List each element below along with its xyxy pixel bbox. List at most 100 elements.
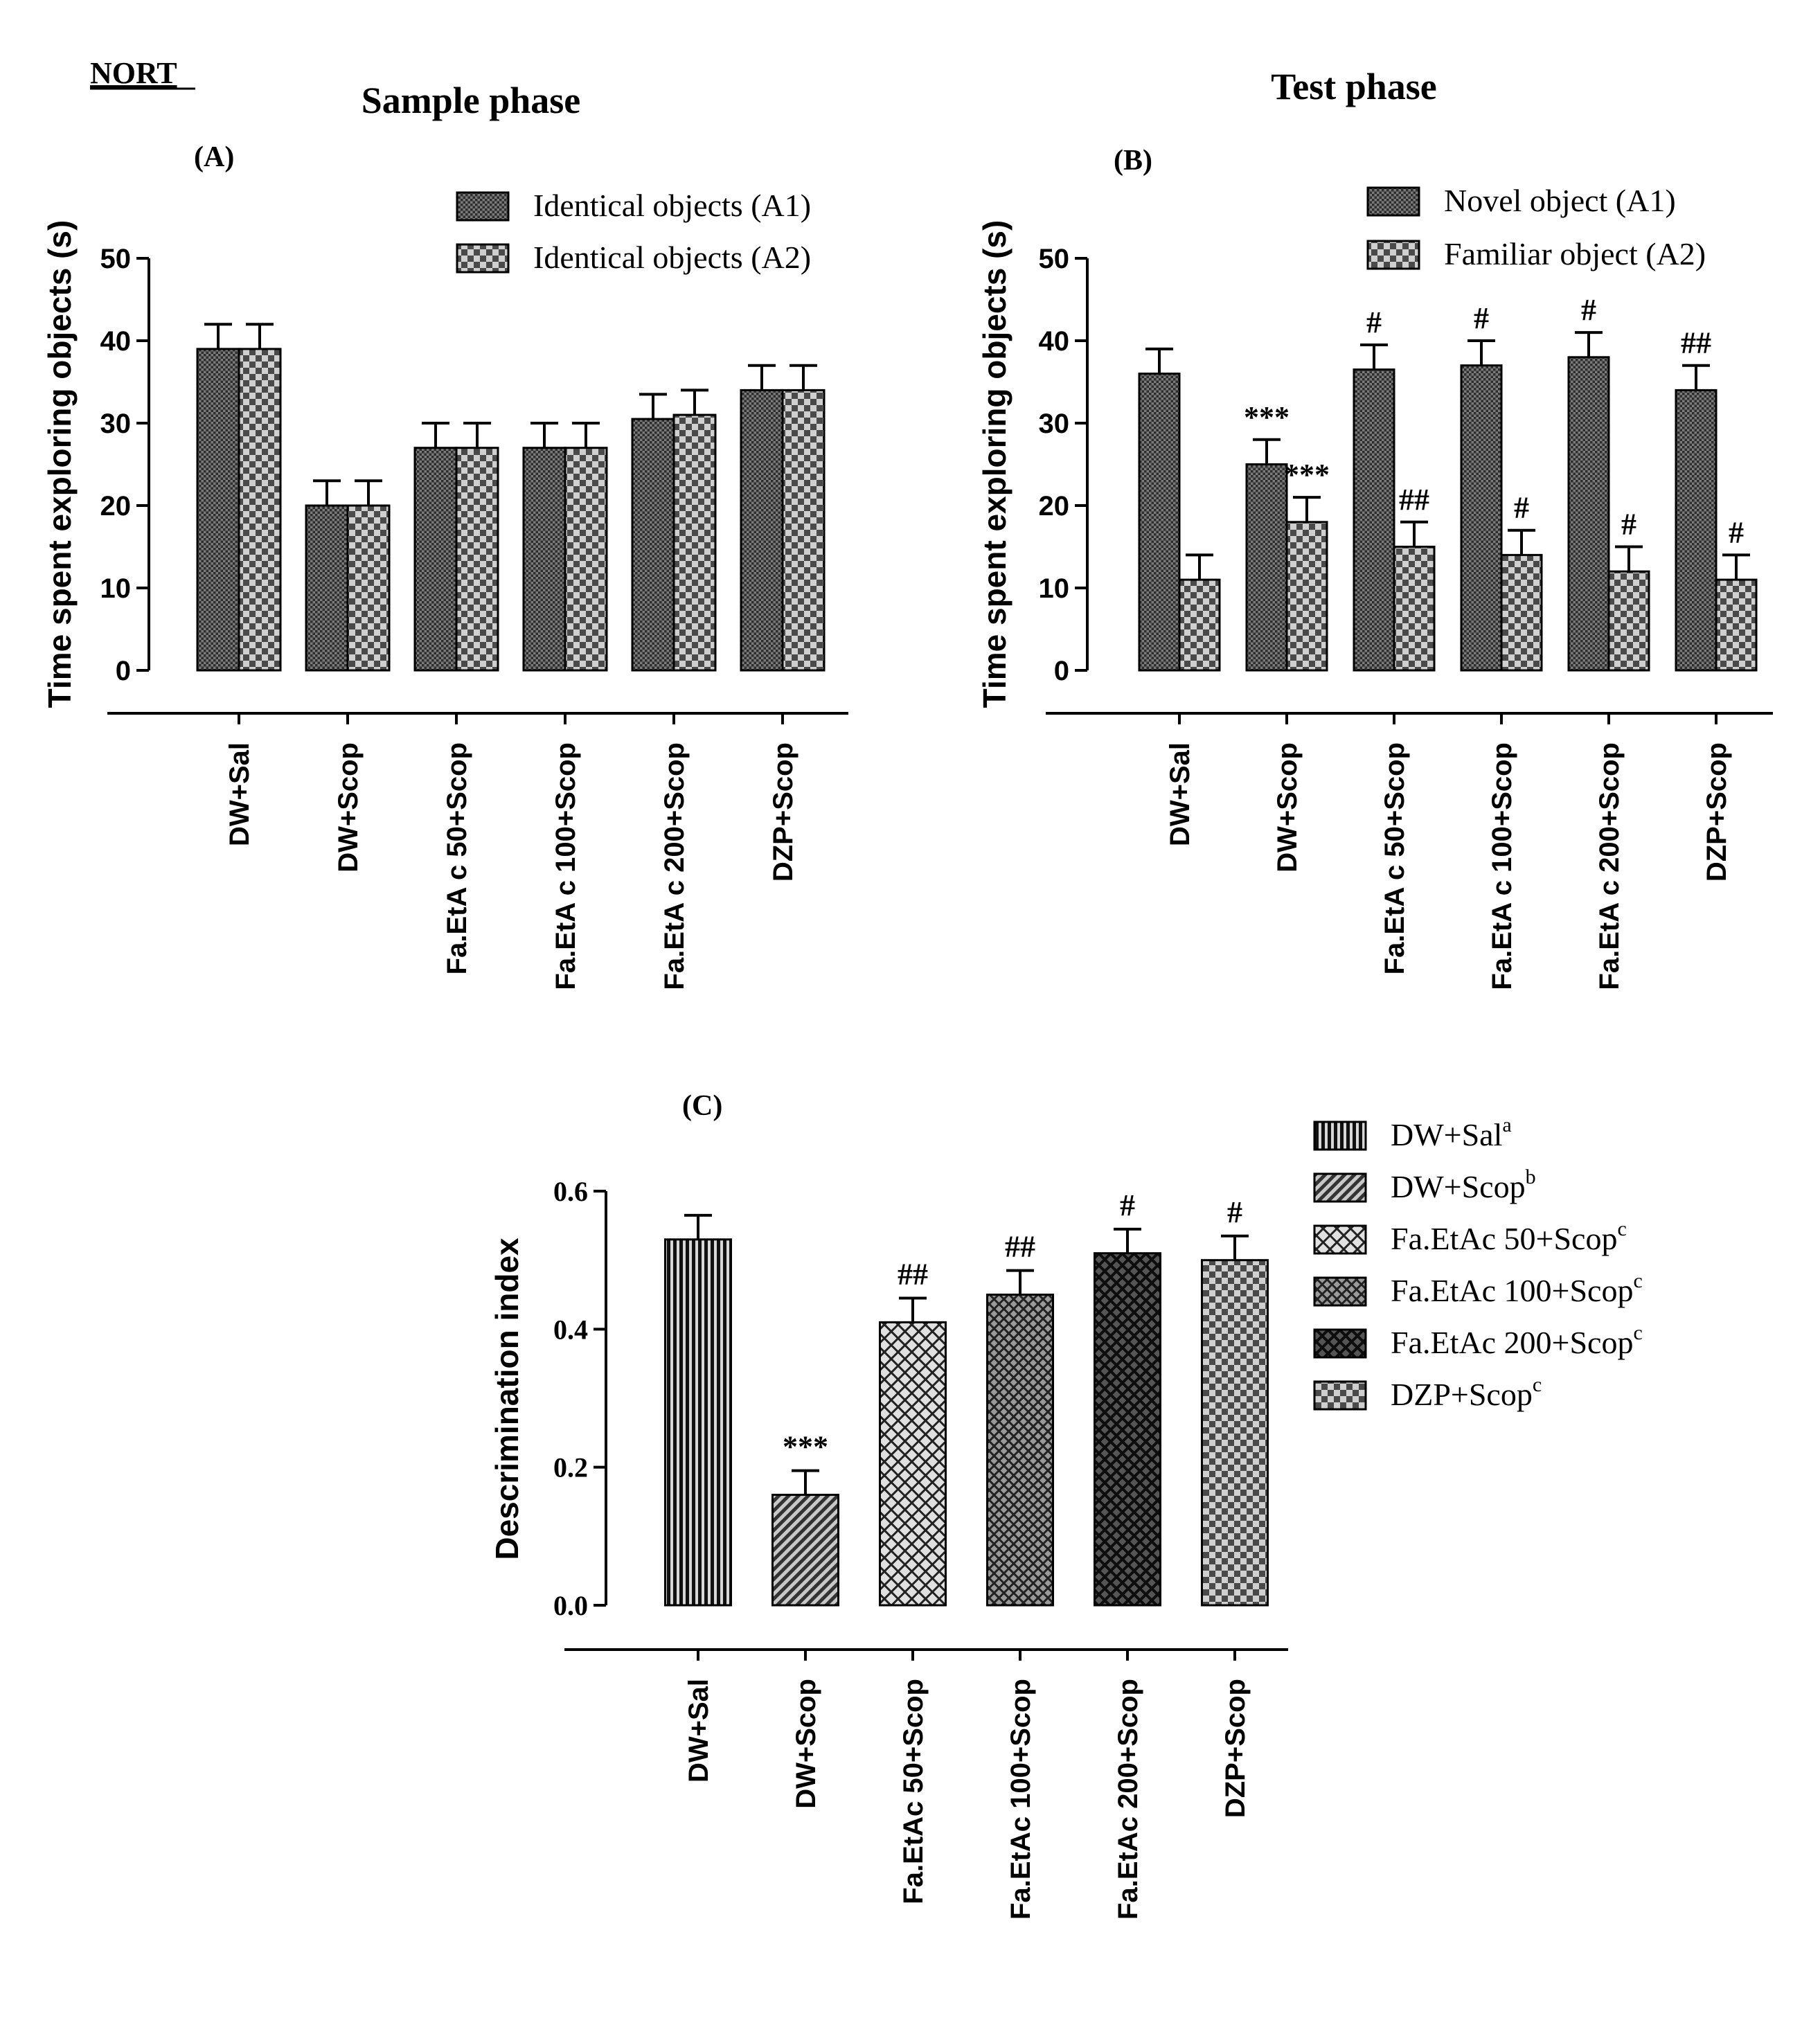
- panel-a-title: Sample phase: [362, 80, 581, 121]
- panel-a-y-tick-label: 50: [100, 244, 132, 274]
- panel-c-y-tick-label: 0.2: [553, 1452, 588, 1483]
- panel-a-bar: [413, 447, 458, 672]
- panel-b-significance-label: ##: [1681, 326, 1711, 360]
- panel-b-y-tick-label: 30: [1039, 409, 1070, 439]
- panel-a-y-tick-label: 0: [116, 656, 131, 686]
- panel-b-bar: [1178, 578, 1221, 672]
- panel-b-bar: [1393, 546, 1436, 672]
- panel-c-legend-swatch: [1313, 1224, 1367, 1255]
- panel-a-x-tick-label: Fa.EtA c 100+Scop: [551, 742, 581, 990]
- panel-c-legend-label: DZP+Scopc: [1391, 1373, 1542, 1412]
- panel-b-legend-label: Novel object (A1): [1444, 183, 1676, 218]
- panel-b-significance-label: ***: [1244, 400, 1290, 434]
- panel-b-bar: [1245, 463, 1288, 672]
- panel-c-legend-swatch: [1313, 1380, 1367, 1411]
- panel-a-x-tick-label: DZP+Scop: [768, 742, 799, 882]
- panel-b-y-tick-label: 0: [1054, 656, 1069, 686]
- panel-b-bar: [1567, 356, 1610, 672]
- panel-b-bar: [1285, 521, 1328, 672]
- panel-c-x-tick-label: DW+Scop: [791, 1679, 821, 1809]
- panel-b-significance-label: #: [1729, 515, 1744, 549]
- panel-b-bar: [1715, 578, 1758, 672]
- panel-c-bar: [771, 1494, 839, 1607]
- panel-a-y-tick-label: 10: [100, 573, 132, 604]
- panel-b-y-tick-label: 50: [1039, 244, 1070, 274]
- panel-a-bar: [522, 447, 566, 672]
- panel-a-bar: [672, 413, 717, 672]
- panel-b-bar: [1675, 389, 1718, 672]
- panel-b-significance-label: #: [1514, 491, 1529, 525]
- panel-c-bar: [664, 1238, 732, 1607]
- panel-b-y-tick-label: 40: [1039, 326, 1070, 357]
- panel-a-y-axis-label: Time spent exploring objects (s): [42, 220, 78, 708]
- panel-b-bar: [1460, 364, 1503, 672]
- panel-a-label: (A): [194, 141, 234, 173]
- panel-b-x-tick-label: Fa.EtA c 50+Scop: [1380, 742, 1410, 974]
- panel-c-significance-label: ##: [1005, 1230, 1035, 1264]
- panel-a-x-tick-label: Fa.EtA c 200+Scop: [659, 742, 690, 990]
- panel-b-bar: [1138, 373, 1181, 672]
- panel-b-x-tick-label: DW+Scop: [1272, 742, 1303, 873]
- panel-c-legend-swatch: [1313, 1120, 1367, 1151]
- panel-a-bar: [564, 447, 608, 672]
- panel-c-y-tick-label: 0.0: [553, 1590, 588, 1621]
- panel-a-y-tick-label: 30: [100, 409, 132, 439]
- panel-b-significance-label: #: [1621, 508, 1636, 542]
- panel-b-legend-label: Familiar object (A2): [1444, 236, 1706, 271]
- panel-c-bar: [1201, 1259, 1269, 1607]
- panel-b-legend-swatch: [1366, 240, 1420, 270]
- panel-a-bar: [631, 418, 675, 672]
- panel-b-significance-label: #: [1581, 293, 1596, 327]
- panel-a-bar: [346, 504, 391, 672]
- panel-b-x-tick-label: DZP+Scop: [1702, 742, 1732, 882]
- panel-b-bar: [1607, 570, 1650, 672]
- panel-a-y-tick-label: 20: [100, 491, 132, 521]
- panel-b-x-tick-label: Fa.EtA c 200+Scop: [1594, 742, 1625, 990]
- panel-a-legend-label: Identical objects (A2): [533, 240, 811, 275]
- panel-c-legend-label: DW+Sala: [1391, 1114, 1512, 1152]
- panel-b-legend-swatch: [1366, 186, 1420, 217]
- panel-a-legend-swatch: [456, 243, 510, 274]
- panel-b-significance-label: #: [1474, 301, 1489, 335]
- panel-a-sample-phase: Sample phase (A) Time spent exploring obje…: [42, 80, 848, 990]
- panel-b-significance-label: ***: [1284, 458, 1330, 492]
- panel-c-x-tick-label: Fa.EtAc 200+Scop: [1113, 1679, 1143, 1920]
- panel-b-bar: [1500, 553, 1543, 672]
- panel-c-x-tick-label: DZP+Scop: [1220, 1679, 1251, 1818]
- panel-c-significance-label: ***: [783, 1430, 828, 1464]
- panel-b-significance-label: #: [1366, 305, 1382, 339]
- panel-a-bar: [740, 389, 784, 672]
- panel-a-x-tick-label: DW+Scop: [333, 742, 364, 873]
- panel-a-bar: [305, 504, 349, 672]
- panel-b-test-phase: Test phase (B) Time spent exploring object…: [976, 66, 1773, 990]
- panel-a-x-tick-label: Fa.EtA c 50+Scop: [442, 742, 472, 974]
- panel-b-bar: [1353, 368, 1395, 672]
- panel-c-legend-swatch: [1313, 1172, 1367, 1203]
- panel-b-y-tick-label: 20: [1039, 491, 1070, 521]
- panel-c-bar: [879, 1321, 947, 1607]
- panel-c-discrimination-index: (C)Descrimination index0.00.20.40.6***##…: [489, 1090, 1643, 1920]
- panel-c-y-axis-label: Descrimination index: [489, 1238, 525, 1560]
- panel-c-legend-label: Fa.EtAc 50+Scopc: [1391, 1217, 1627, 1256]
- panel-c-legend-label: DW+Scopb: [1391, 1166, 1536, 1204]
- panel-c-legend-swatch: [1313, 1276, 1367, 1307]
- panel-a-bar: [781, 389, 826, 672]
- panel-b-title: Test phase: [1271, 66, 1437, 107]
- panel-a-legend-label: Identical objects (A1): [533, 188, 811, 223]
- panel-c-bar: [986, 1294, 1054, 1607]
- panel-c-legend-label: Fa.EtAc 100+Scopc: [1391, 1269, 1643, 1308]
- panel-c-significance-label: #: [1227, 1195, 1242, 1229]
- panel-c-x-tick-label: Fa.EtAc 100+Scop: [1006, 1679, 1036, 1920]
- panel-b-y-axis-label: Time spent exploring objects (s): [976, 220, 1012, 708]
- panel-b-x-tick-label: Fa.EtA c 100+Scop: [1487, 742, 1517, 990]
- panel-c-y-tick-label: 0.6: [553, 1176, 588, 1207]
- panel-c-significance-label: #: [1120, 1188, 1135, 1222]
- panel-a-bar: [238, 348, 282, 672]
- panel-b-x-tick-label: DW+Sal: [1165, 742, 1195, 846]
- panel-b-y-tick-label: 10: [1039, 573, 1070, 604]
- panel-c-legend-swatch: [1313, 1328, 1367, 1359]
- panel-c-legend-label: Fa.EtAc 200+Scopc: [1391, 1321, 1643, 1360]
- panel-a-y-tick-label: 40: [100, 326, 132, 357]
- panel-c-bar: [1094, 1252, 1161, 1607]
